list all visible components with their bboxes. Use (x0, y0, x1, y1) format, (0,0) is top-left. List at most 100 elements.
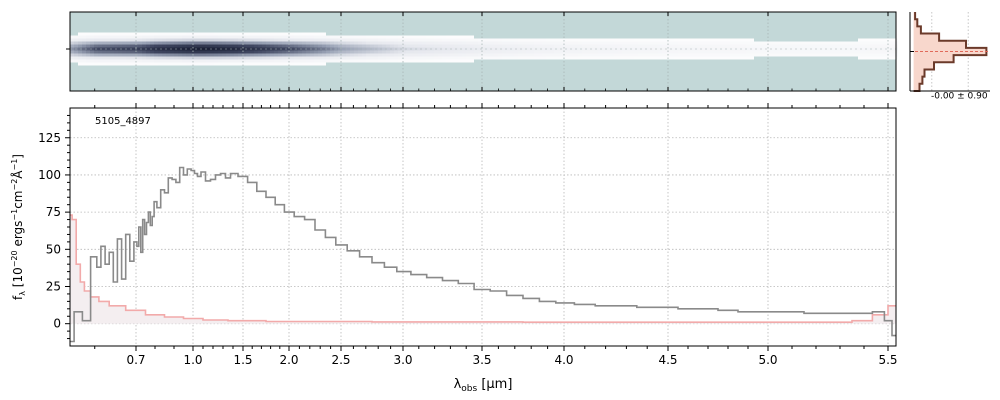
heatmap-cell (694, 53, 698, 57)
heatmap-cell (422, 47, 426, 51)
heatmap-cell (690, 53, 694, 57)
heatmap-cell (90, 35, 94, 39)
heatmap-cell (186, 62, 190, 66)
heatmap-cell (686, 56, 690, 60)
heatmap-cell (718, 56, 722, 60)
heatmap-cell (226, 47, 230, 51)
heatmap-cell (274, 53, 278, 57)
heatmap-cell (102, 56, 106, 60)
heatmap-cell (342, 53, 346, 57)
heatmap-cell (114, 35, 118, 39)
heatmap-cell (874, 50, 878, 54)
heatmap-cell (522, 41, 526, 45)
heatmap-cell (502, 56, 506, 60)
heatmap-cell (238, 35, 242, 39)
heatmap-cell (182, 32, 186, 36)
heatmap-cell (794, 53, 798, 57)
heatmap-cell (74, 50, 78, 54)
heatmap-cell (890, 50, 894, 54)
heatmap-cell (870, 41, 874, 45)
heatmap-cell (306, 56, 310, 60)
heatmap-cell (326, 59, 330, 63)
heatmap-cell (378, 44, 382, 48)
heatmap-cell (98, 62, 102, 66)
profile-plot (909, 12, 990, 92)
heatmap-cell (358, 44, 362, 48)
heatmap-cell (418, 44, 422, 48)
heatmap-cell (698, 53, 702, 57)
heatmap-cell (410, 35, 414, 39)
heatmap-cell (458, 35, 462, 39)
heatmap-cell (422, 35, 426, 39)
heatmap-cell (874, 53, 878, 57)
heatmap-cell (98, 53, 102, 57)
heatmap-cell (262, 56, 266, 60)
heatmap-cell (590, 50, 594, 54)
heatmap-cell (362, 50, 366, 54)
heatmap-cell (346, 59, 350, 63)
heatmap-cell (290, 56, 294, 60)
heatmap-cell (662, 50, 666, 54)
heatmap-cell (682, 50, 686, 54)
heatmap-cell (738, 50, 742, 54)
heatmap-cell (542, 44, 546, 48)
heatmap-cell (886, 41, 890, 45)
heatmap-cell (718, 38, 722, 42)
heatmap-cell (162, 44, 166, 48)
heatmap-cell (626, 53, 630, 57)
heatmap-cell (314, 35, 318, 39)
heatmap-cell (574, 38, 578, 42)
heatmap-cell (842, 44, 846, 48)
heatmap-cell (462, 50, 466, 54)
heatmap-cell (142, 41, 146, 45)
heatmap-cell (322, 56, 326, 60)
heatmap-cell (310, 56, 314, 60)
heatmap-cell (314, 50, 318, 54)
heatmap-cell (642, 44, 646, 48)
heatmap-cell (622, 53, 626, 57)
heatmap-cell (778, 53, 782, 57)
heatmap-cell (446, 38, 450, 42)
heatmap-cell (298, 53, 302, 57)
heatmap-cell (270, 59, 274, 63)
heatmap-cell (446, 35, 450, 39)
heatmap-cell (110, 62, 114, 66)
heatmap-cell (862, 38, 866, 42)
heatmap-cell (290, 59, 294, 63)
heatmap-cell (658, 44, 662, 48)
heatmap-cell (362, 59, 366, 63)
heatmap-cell (506, 41, 510, 45)
heatmap-cell (382, 50, 386, 54)
heatmap-cell (874, 41, 878, 45)
heatmap-cell (518, 56, 522, 60)
heatmap-cell (614, 53, 618, 57)
heatmap-cell (190, 62, 194, 66)
heatmap-cell (806, 44, 810, 48)
heatmap-cell (446, 59, 450, 63)
heatmap-cell (494, 38, 498, 42)
heatmap-cell (350, 44, 354, 48)
heatmap-cell (290, 53, 294, 57)
heatmap-cell (682, 44, 686, 48)
heatmap-cell (698, 38, 702, 42)
heatmap-cell (270, 38, 274, 42)
heatmap-cell (454, 38, 458, 42)
heatmap-cell (94, 53, 98, 57)
heatmap-cell (394, 38, 398, 42)
heatmap-cell (546, 56, 550, 60)
heatmap-cell (478, 38, 482, 42)
heatmap-cell (858, 41, 862, 45)
heatmap-cell (374, 53, 378, 57)
heatmap-cell (226, 56, 230, 60)
heatmap-cell (190, 41, 194, 45)
heatmap-cell (654, 50, 658, 54)
heatmap-cell (286, 50, 290, 54)
heatmap-cell (174, 35, 178, 39)
heatmap-cell (846, 53, 850, 57)
heatmap-cell (122, 62, 126, 66)
heatmap-cell (734, 41, 738, 45)
heatmap-cell (118, 32, 122, 36)
heatmap-cell (746, 38, 750, 42)
heatmap-cell (474, 44, 478, 48)
heatmap-cell (602, 41, 606, 45)
